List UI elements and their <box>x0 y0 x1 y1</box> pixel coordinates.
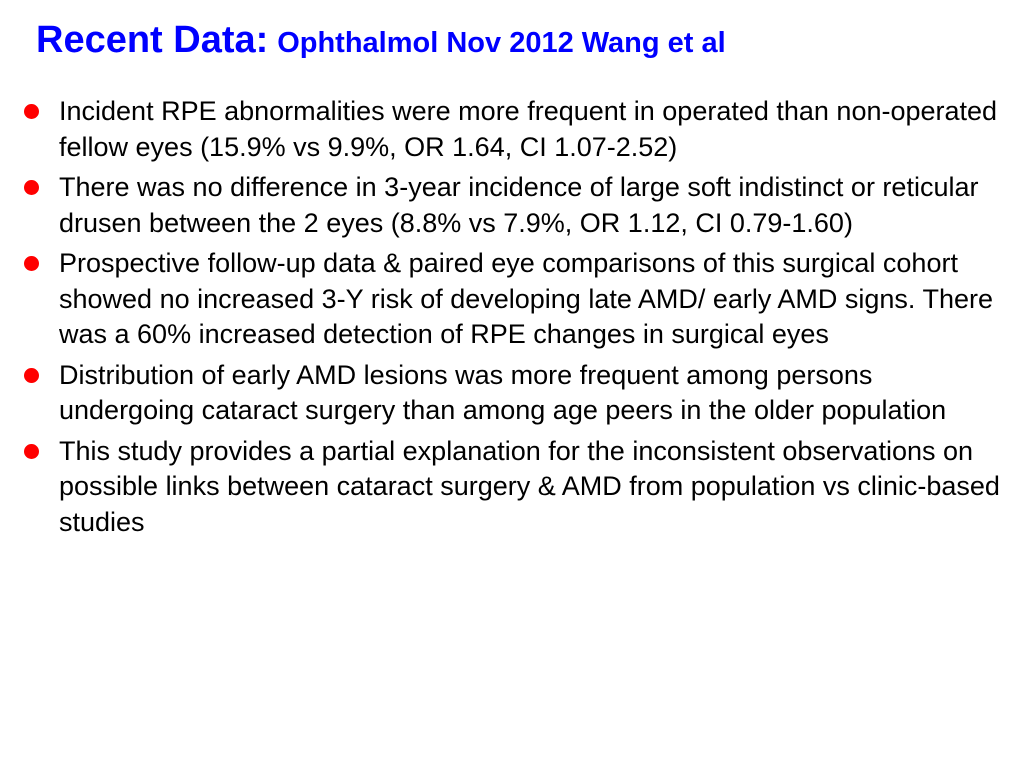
bullet-text: Distribution of early AMD lesions was mo… <box>59 359 947 426</box>
bullet-item: There was no difference in 3-year incide… <box>0 170 1024 241</box>
bullet-text: This study provides a partial explanatio… <box>59 435 1000 537</box>
bullet-item: Incident RPE abnormalities were more fre… <box>0 94 1024 165</box>
title-citation: Ophthalmol Nov 2012 Wang et al <box>277 27 726 59</box>
bullet-marker-icon <box>24 180 39 195</box>
bullet-item: Distribution of early AMD lesions was mo… <box>0 358 1024 429</box>
bullet-text: Prospective follow-up data & paired eye … <box>59 248 993 349</box>
bullet-item: This study provides a partial explanatio… <box>0 434 1024 541</box>
title-main: Recent Data: <box>36 19 269 61</box>
bullet-text: There was no difference in 3-year incide… <box>59 172 979 238</box>
bullet-marker-icon <box>24 256 39 271</box>
bullet-marker-icon <box>24 104 39 119</box>
bullet-text: Incident RPE abnormalities were more fre… <box>59 96 998 162</box>
bullet-list: Incident RPE abnormalities were more fre… <box>0 94 1024 545</box>
slide-title: Recent Data: Ophthalmol Nov 2012 Wang et… <box>36 18 726 64</box>
bullet-marker-icon <box>24 443 39 459</box>
bullet-marker-icon <box>24 367 39 383</box>
bullet-item: Prospective follow-up data & paired eye … <box>0 246 1024 353</box>
